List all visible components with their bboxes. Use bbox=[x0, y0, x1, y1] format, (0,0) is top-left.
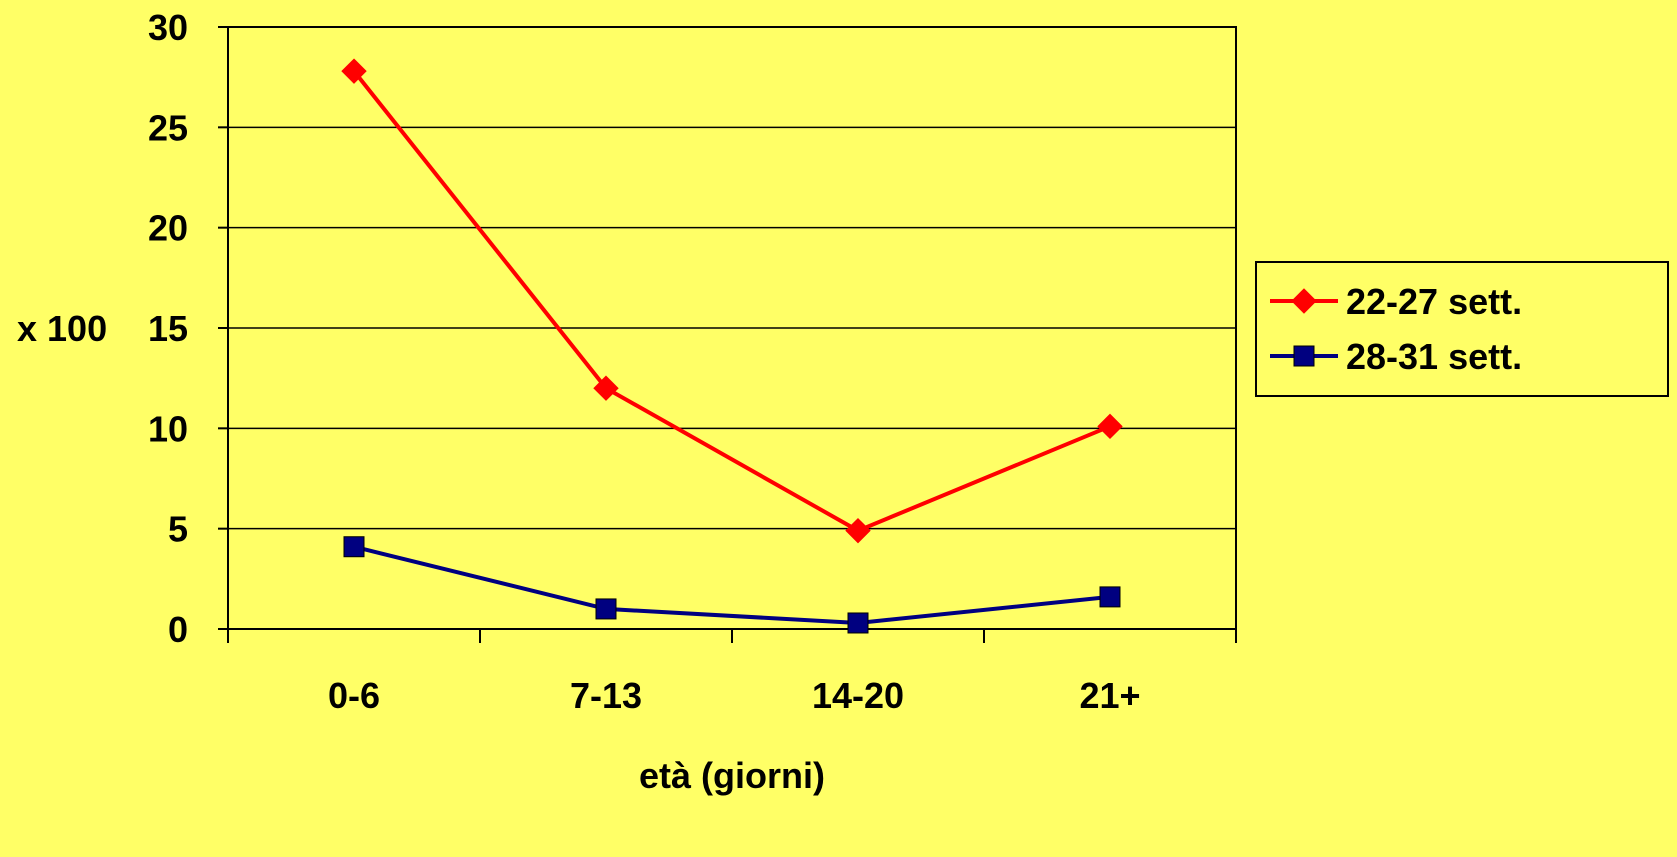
series-1 bbox=[341, 58, 1123, 544]
legend-item: 22-27 sett. bbox=[1270, 281, 1522, 322]
x-axis: 0-6 7-13 14-20 21+ bbox=[227, 629, 1237, 716]
data-point bbox=[847, 612, 869, 634]
data-point bbox=[595, 598, 617, 620]
x-tick-label: 7-13 bbox=[570, 675, 642, 716]
y-tick-label: 10 bbox=[148, 408, 188, 449]
legend-marker bbox=[1291, 288, 1317, 314]
y-tick-label: 30 bbox=[148, 7, 188, 48]
series-line bbox=[353, 544, 1111, 625]
legend-item: 28-31 sett. bbox=[1270, 336, 1522, 377]
legend: 22-27 sett. 28-31 sett. bbox=[1255, 261, 1669, 397]
gridlines bbox=[228, 126, 1236, 530]
series-layer bbox=[341, 58, 1123, 634]
y-tick-label: 0 bbox=[168, 609, 188, 650]
x-tick-label: 0-6 bbox=[328, 675, 380, 716]
data-point bbox=[593, 375, 619, 401]
legend-label: 22-27 sett. bbox=[1346, 281, 1522, 322]
data-point bbox=[1097, 413, 1123, 440]
data-point bbox=[343, 536, 365, 558]
y-tick-label: 5 bbox=[168, 509, 188, 550]
legend-box bbox=[1255, 261, 1669, 397]
data-point bbox=[341, 58, 367, 84]
y-tick-label: 15 bbox=[148, 308, 188, 349]
y-axis-title: x 100 bbox=[17, 308, 107, 349]
legend-marker bbox=[1293, 345, 1315, 367]
data-point bbox=[1099, 586, 1121, 608]
x-axis-title: età (giorni) bbox=[639, 755, 825, 796]
series-2 bbox=[343, 536, 1121, 634]
y-tick-label: 25 bbox=[148, 107, 188, 148]
x-tick-label: 14-20 bbox=[812, 675, 904, 716]
y-axis: 0 5 10 15 20 25 30 bbox=[148, 7, 228, 650]
data-point bbox=[845, 517, 871, 544]
series-line bbox=[352, 69, 1111, 533]
x-tick-label: 21+ bbox=[1079, 675, 1140, 716]
y-tick-label: 20 bbox=[148, 208, 188, 249]
legend-label: 28-31 sett. bbox=[1346, 336, 1522, 377]
